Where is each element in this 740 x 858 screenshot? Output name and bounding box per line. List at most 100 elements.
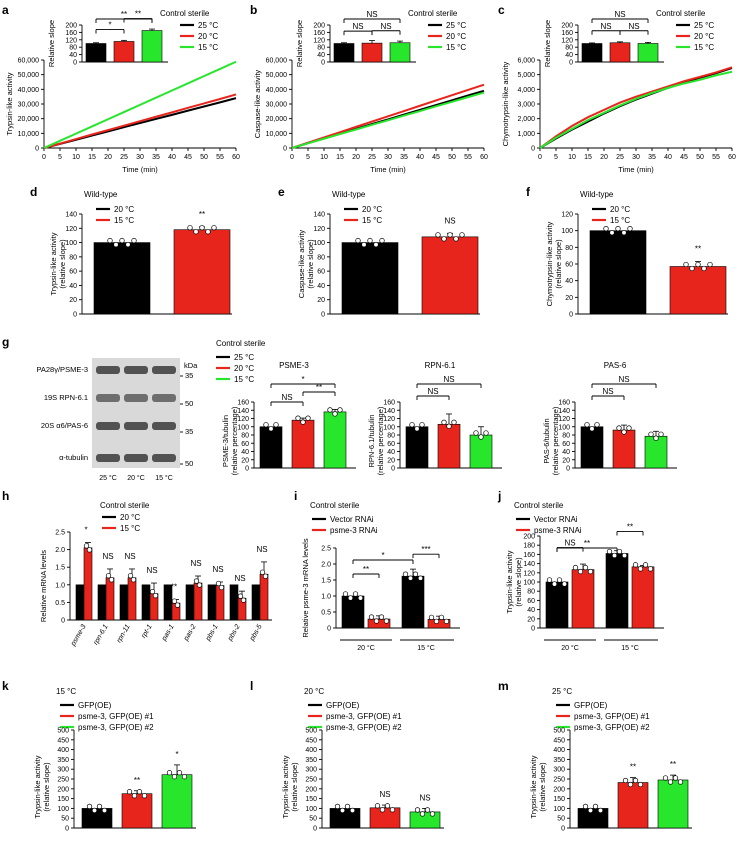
bar [341,595,365,629]
sig-bracket-label: ** [316,383,322,392]
data-point [648,431,654,437]
g-1-y-tick-label: 0 [391,466,395,473]
legend-label: 20 °C [234,364,254,373]
line-b-y-tick-label: 10,000 [266,131,288,138]
inset-sig-label: NS [600,22,611,31]
bar [81,808,113,829]
inset-y-tick-label: 40 [565,52,573,59]
inset-sig-label: NS [380,22,391,31]
l-y-tick-label: 500 [305,728,317,735]
data-point [677,779,684,785]
y-axis-label: (relative percentage) [551,406,560,475]
bar [580,426,604,469]
bar-e-y-tick-label: 60 [317,269,325,276]
bar-20C [207,584,217,621]
x-tick-label: 45 [184,154,192,161]
y-axis-label: Chymotrypsin-like activity [501,61,510,146]
m-y-tick-label: 150 [553,796,565,803]
m-y-tick-label: 500 [553,728,565,735]
inset-y-tick-label: 160 [561,30,573,37]
m-y-tick-label: 350 [553,757,565,764]
significance-label: ** [695,245,701,254]
data-point [181,774,188,780]
line-a-y-tick-label: 50,000 [18,72,40,79]
k-y-tick-label: 250 [57,777,69,784]
inset-y-tick-label: 40 [317,52,325,59]
category-label: pas-1 [160,623,175,643]
bar-d-y-tick-label: 20 [69,297,77,304]
bar-e-y-tick-label: 40 [317,283,325,290]
condition-label: Control sterile [408,9,458,18]
blot-band [124,394,148,402]
a-panel-letter: a [2,3,9,17]
data-point [215,580,222,587]
inset-bar [637,43,659,63]
inset-y-tick-label: 200 [561,23,573,30]
bar-15C [259,573,269,621]
j-y-tick-label: 0 [531,626,535,633]
bar-20C [251,584,261,621]
inset-y-label: Relative slope [295,20,304,67]
sig-bracket-label: *** [421,545,430,554]
y-axis-label: (relative slope) [554,239,563,289]
data-point [342,591,349,597]
line-c-y-tick-label: 2,000 [517,116,535,123]
x-tick-label: 50 [696,154,704,161]
g-0-y-tick-label: 20 [241,457,249,464]
category-label: rpt-1 [140,623,153,639]
significance-label: ** [171,583,177,592]
f-panel-letter: f [526,185,531,199]
category-label: rpn-11 [116,623,132,644]
inset-y-tick-label: 80 [565,45,573,52]
kda-value: 50 [185,459,193,468]
legend-label: 15 °C [114,216,134,225]
data-point [379,807,386,813]
g-0-y-tick-label: 120 [237,416,249,423]
l-y-tick-label: 250 [305,777,317,784]
g-2-y-tick-label: 60 [562,441,570,448]
y-axis-label: (relative slope) [538,762,547,812]
data-point [383,618,390,624]
category-label: pbs-5 [248,623,263,643]
significance-label: ** [630,763,636,772]
data-point [86,803,93,810]
d-panel-letter: d [30,185,37,199]
bar [644,435,668,469]
data-point [273,422,279,428]
y-axis-label: Trypsin-like activity [33,755,42,818]
significance-label: NS [124,552,135,561]
data-point [632,777,639,784]
bar-e-y-tick-label: 120 [313,226,325,233]
data-point [577,568,584,575]
sig-bracket-label: NS [618,375,629,384]
bar-d-y-tick-label: 60 [69,269,77,276]
m-y-tick-label: 50 [557,816,565,823]
x-tick-label: 40 [664,154,672,161]
k-y-tick-label: 450 [57,737,69,744]
legend-label: 20 °C [694,32,714,41]
g-2-y-tick-label: 120 [558,416,570,423]
g-2-y-tick-label: 20 [562,457,570,464]
data-point [344,803,351,810]
significance-label: NS [146,566,157,575]
l-y-tick-label: 450 [305,737,317,744]
legend-label: 15 °C [234,375,254,384]
blot-band [96,454,120,462]
data-point [662,775,669,781]
x-tick-label: 55 [216,154,224,161]
l-y-tick-label: 400 [305,747,317,754]
line-a-y-tick-label: 30,000 [18,102,40,109]
bar [405,426,429,469]
sig-bracket-label: * [381,551,384,560]
data-point [626,425,632,431]
western-blot-image [92,358,180,468]
data-point [616,548,623,555]
i-y-tick-label: 2.5 [321,546,331,553]
g-panel-letter: g [2,335,9,349]
data-point [435,232,441,238]
bar [161,774,193,829]
data-point [384,803,391,809]
legend-label: 25 °C [234,353,254,362]
data-point [478,434,484,440]
inset-y-tick-label: 200 [65,23,77,30]
